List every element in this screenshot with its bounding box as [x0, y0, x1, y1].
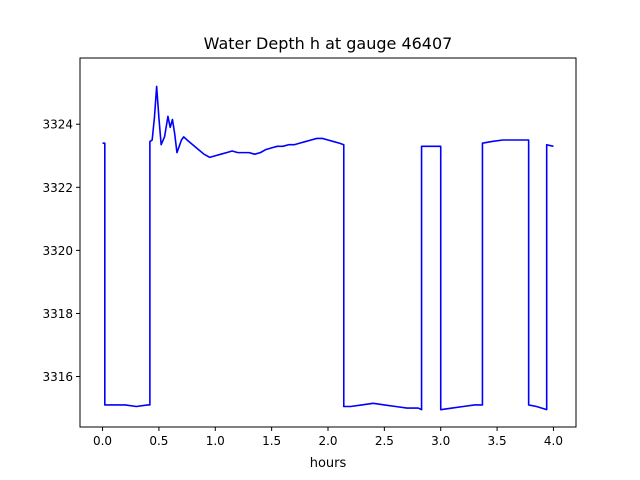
x-tick-label: 3.5	[488, 434, 507, 448]
water-depth-line	[102, 85, 554, 411]
y-tick-label: 3316	[42, 370, 73, 384]
x-tick-label: 1.5	[262, 434, 281, 448]
x-tick-label: 2.5	[375, 434, 394, 448]
x-tick-label: 2.0	[318, 434, 337, 448]
x-tick-label: 0.0	[93, 434, 112, 448]
x-tick-label: 0.5	[149, 434, 168, 448]
axis-ticks: 0.0 0.5 1.0 1.5 2.0 2.5 3.0 3.5 4.0 3316 3318 3320 3…	[42, 118, 563, 448]
x-tick-label: 4.0	[544, 434, 563, 448]
x-tick-label: 1.0	[206, 434, 225, 448]
x-axis-label: hours	[310, 456, 347, 471]
y-tick-label: 3322	[42, 181, 73, 195]
x-tick-label: 3.0	[431, 434, 450, 448]
y-tick-label: 3324	[42, 118, 73, 132]
chart-title: Water Depth h at gauge 46407	[204, 34, 453, 53]
y-tick-label: 3320	[42, 244, 73, 258]
y-tick-label: 3318	[42, 307, 73, 321]
plot-frame	[79, 57, 577, 428]
